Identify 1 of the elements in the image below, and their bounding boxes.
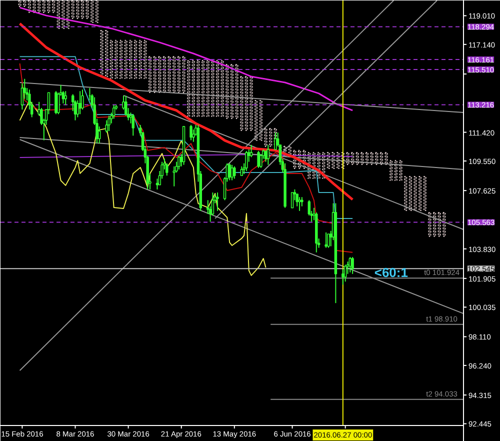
- annotation: <60:1: [374, 265, 408, 280]
